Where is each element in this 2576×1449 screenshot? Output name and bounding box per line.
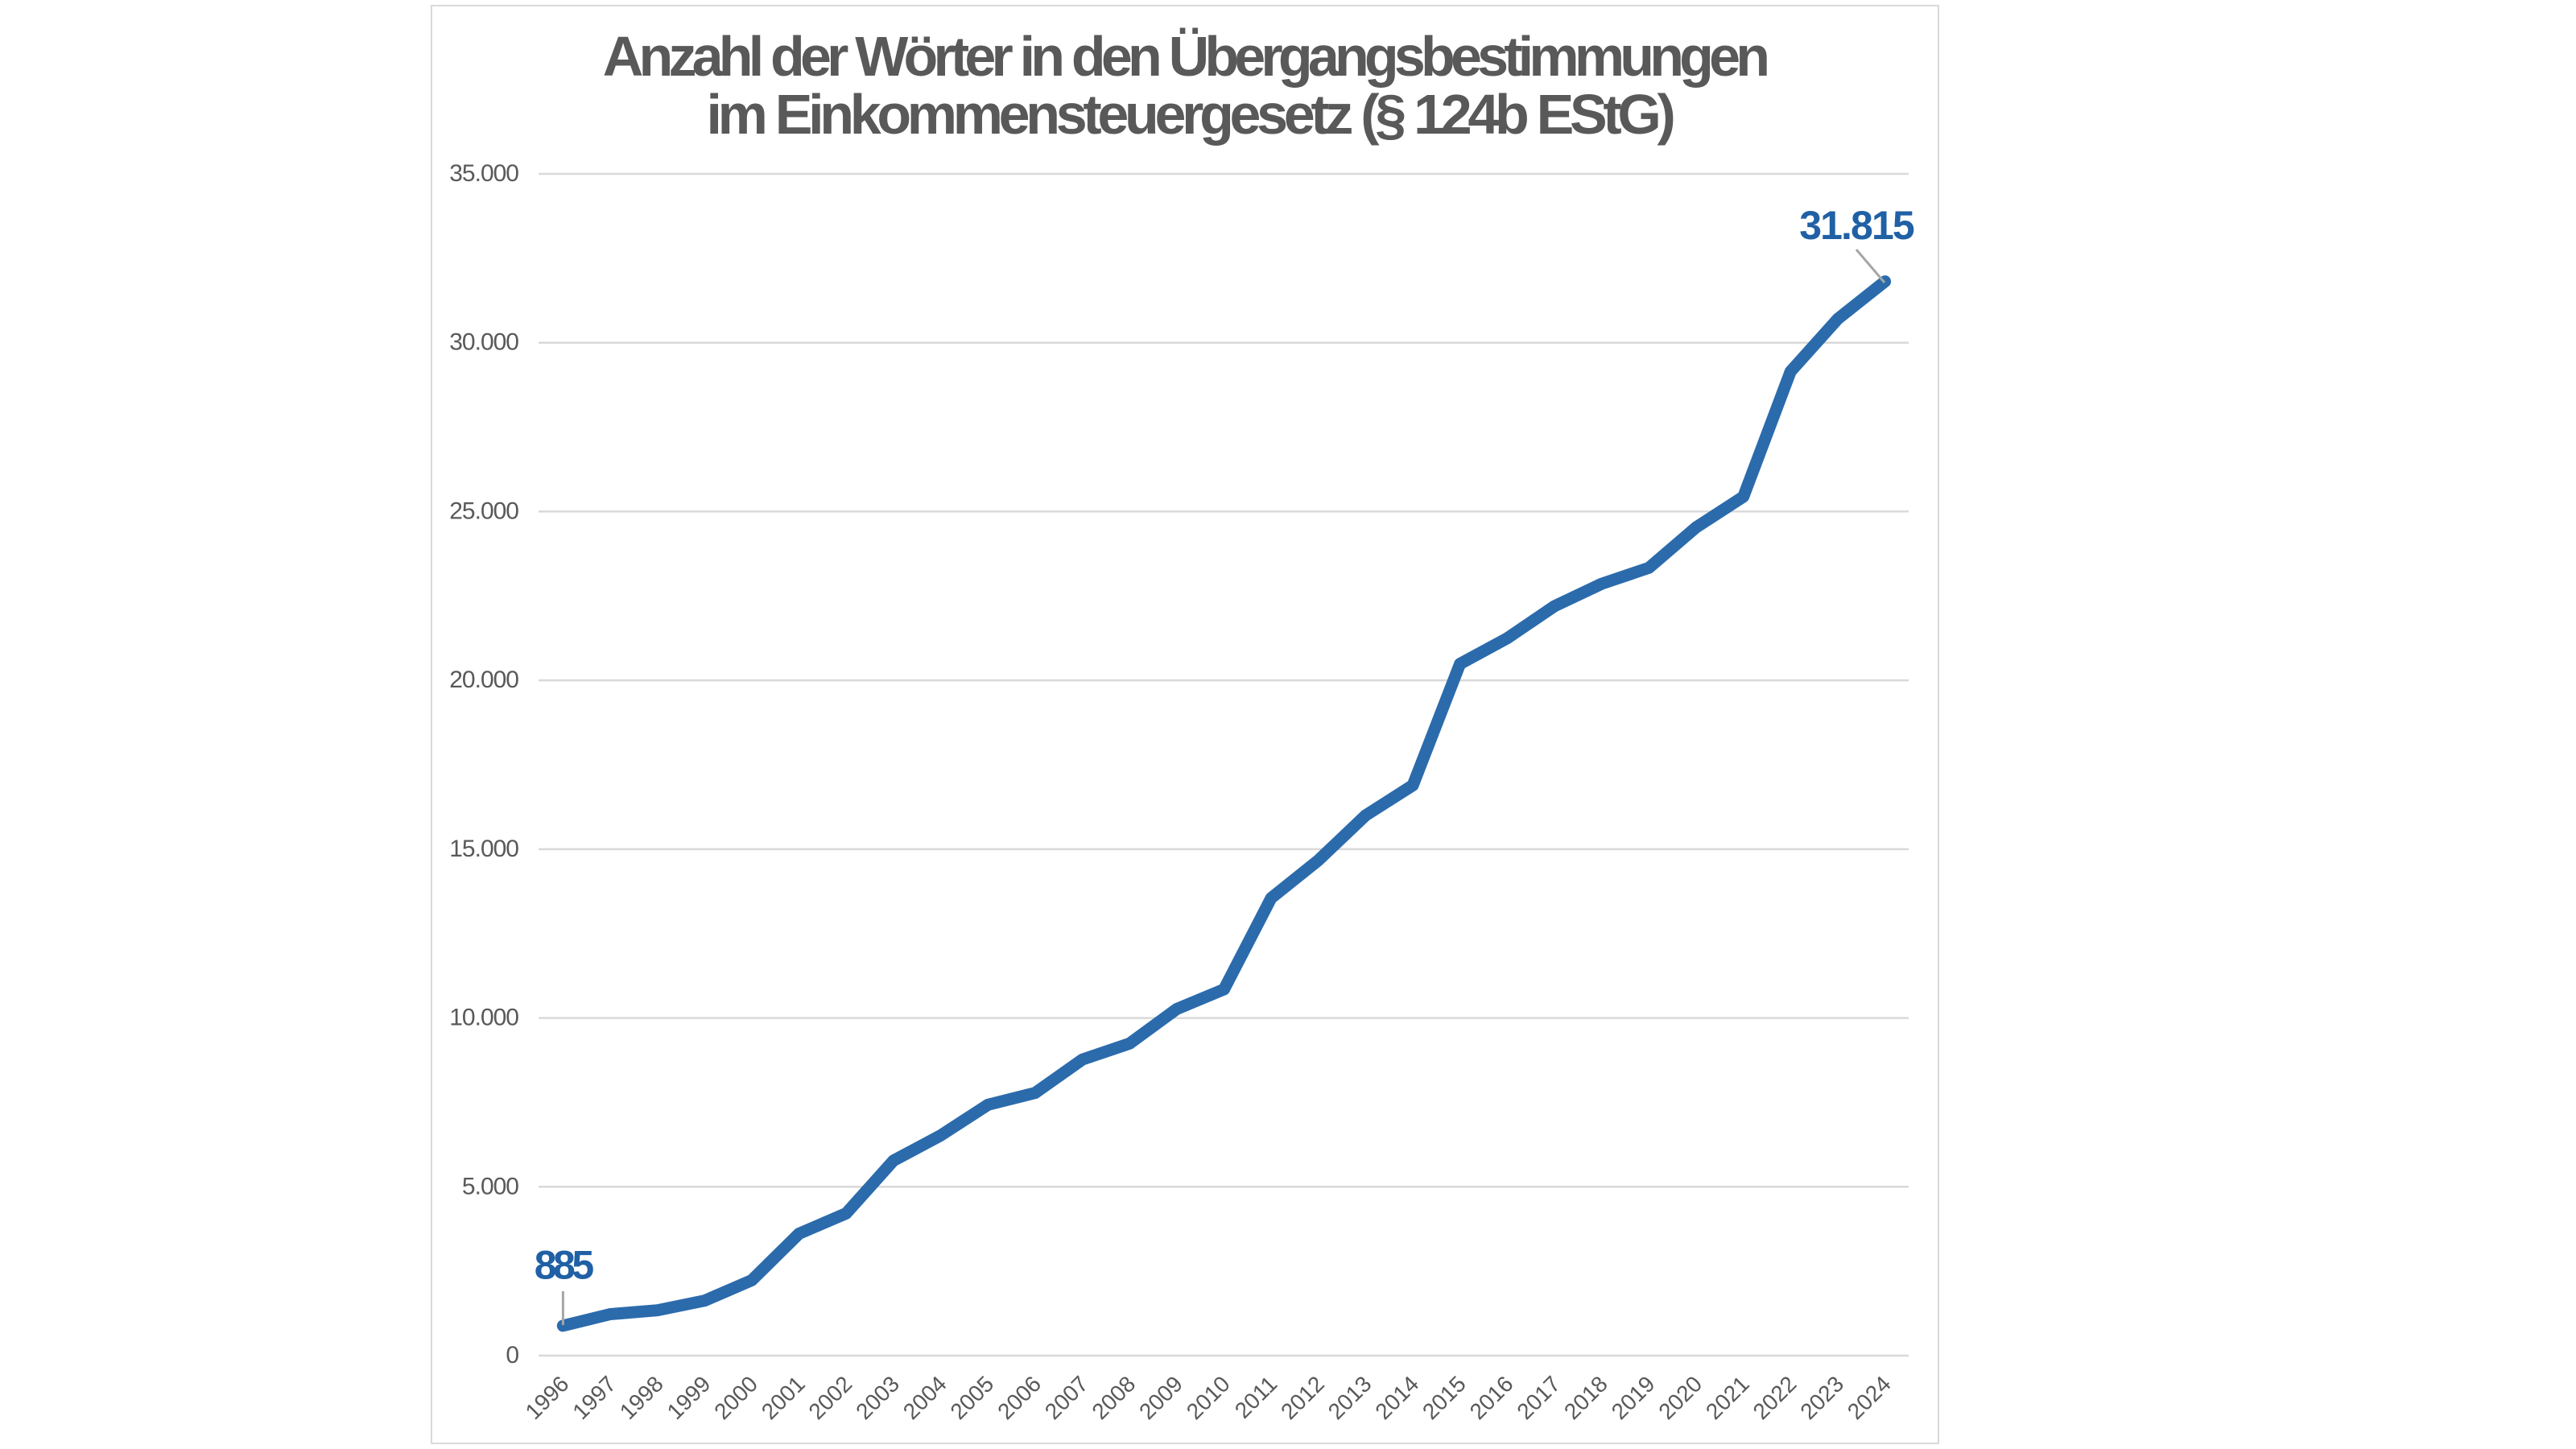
- svg-text:35.000: 35.000: [449, 160, 518, 187]
- svg-text:25.000: 25.000: [449, 497, 518, 524]
- svg-text:Anzahl der Wörter in den Überg: Anzahl der Wörter in den Übergangsbestim…: [603, 25, 1768, 88]
- svg-text:30.000: 30.000: [449, 329, 518, 356]
- svg-text:5.000: 5.000: [462, 1173, 518, 1199]
- svg-text:im Einkommensteuergesetz (§ 12: im Einkommensteuergesetz (§ 124b EStG): [706, 83, 1673, 146]
- svg-text:31.815: 31.815: [1799, 203, 1914, 248]
- svg-text:885: 885: [535, 1242, 594, 1287]
- svg-text:0: 0: [506, 1342, 518, 1368]
- svg-text:20.000: 20.000: [449, 667, 518, 693]
- svg-text:10.000: 10.000: [449, 1005, 518, 1031]
- svg-text:15.000: 15.000: [449, 836, 518, 862]
